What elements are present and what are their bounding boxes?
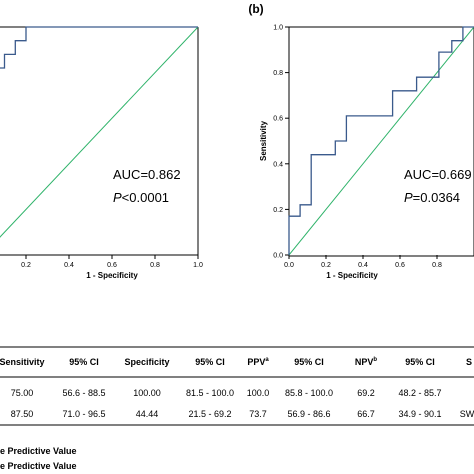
x-tick-label: 0.0	[284, 262, 294, 269]
cell: 73.7	[249, 409, 267, 419]
table-row: 75.00 56.6 - 88.5 100.00 81.5 - 100.0 10…	[0, 388, 474, 402]
footnote-npv: e Predictive Value	[0, 461, 77, 471]
axis-ticks: 0.0 0.2 0.4 0.6 0.8 0.0 0.2 0.4 0.6 0.8 1.0	[273, 25, 442, 270]
cell: 34.9 - 90.1	[398, 409, 442, 419]
header-sensitivity: Sensitivity	[0, 357, 45, 367]
y-tick-label: 0.2	[273, 207, 283, 214]
x-tick-label: 0.4	[358, 262, 368, 269]
cell: SW	[459, 409, 474, 419]
header-ppv: PPVa	[247, 357, 269, 367]
y-tick-label: 0.8	[273, 70, 283, 77]
plot-frame	[288, 26, 474, 257]
reference-line	[288, 26, 474, 256]
cell: 69.2	[357, 388, 375, 398]
y-axis-label: Sensitivity	[259, 120, 268, 161]
cell: 100.0	[246, 388, 270, 398]
x-axis-ticks: 0.2 0.4 0.6 0.8 1.0	[21, 255, 203, 269]
y-tick-label: 0.4	[273, 161, 283, 168]
x-axis-label: 1 - Specificity	[86, 271, 138, 280]
x-tick-label: 0.4	[64, 262, 74, 269]
cell: 56.9 - 86.6	[287, 409, 331, 419]
cell: 56.6 - 88.5	[62, 388, 106, 398]
header-ci-1: 95% CI	[69, 357, 99, 367]
table-header-row: Sensitivity 95% CI Specificity 95% CI PP…	[0, 357, 474, 371]
x-tick-label: 0.2	[321, 262, 331, 269]
cell: 85.8 - 100.0	[284, 388, 334, 398]
x-tick-label: 0.6	[395, 262, 405, 269]
x-tick-label: 0.8	[150, 262, 160, 269]
npv-superscript: b	[373, 357, 378, 363]
x-tick-label: 0.2	[21, 262, 31, 269]
x-axis-label: 1 - Specificity	[326, 271, 378, 280]
x-tick-label: 1.0	[193, 262, 203, 269]
x-tick-label: 0.6	[107, 262, 117, 269]
header-cut: S	[465, 357, 473, 367]
header-specificity: Specificity	[124, 357, 170, 367]
table-row: 87.50 71.0 - 96.5 44.44 21.5 - 69.2 73.7…	[0, 409, 474, 423]
x-tick-label: 0.8	[432, 262, 442, 269]
cell: 66.7	[357, 409, 375, 419]
roc-panel-b: 0.0 0.2 0.4 0.6 0.8 0.0 0.2 0.4 0.6 0.8 1.0 AUC=0.…	[259, 25, 474, 280]
p-value-label: P=0.0364	[404, 190, 460, 205]
y-tick-label: 0.0	[273, 253, 283, 260]
cell: 87.50	[10, 409, 34, 419]
header-ci-2: 95% CI	[195, 357, 225, 367]
header-ci-4: 95% CI	[405, 357, 435, 367]
footnote-ppv: e Predictive Value	[0, 446, 77, 456]
roc-curve	[288, 26, 474, 255]
cell: 100.00	[133, 388, 161, 398]
cell: 48.2 - 85.7	[398, 388, 442, 398]
cell: 71.0 - 96.5	[62, 409, 106, 419]
auc-label: AUC=0.669	[404, 167, 472, 182]
cell: 81.5 - 100.0	[185, 388, 235, 398]
reference-line	[0, 26, 199, 238]
header-npv: NPVb	[354, 357, 378, 367]
panel-b-label: (b)	[248, 2, 263, 16]
p-value-label: P<0.0001	[113, 190, 169, 205]
cell: 75.00	[10, 388, 34, 398]
cell: 44.44	[135, 409, 159, 419]
ppv-superscript: a	[265, 357, 269, 363]
y-tick-label: 0.6	[273, 116, 283, 123]
cell: 21.5 - 69.2	[188, 409, 232, 419]
auc-label: AUC=0.862	[113, 167, 181, 182]
y-tick-label: 1.0	[273, 25, 283, 32]
roc-curve	[0, 26, 198, 69]
header-ci-3: 95% CI	[294, 357, 324, 367]
roc-panel-a: 0.2 0.4 0.6 0.8 1.0 AUC=0.862 P<0.0001 1 - S…	[0, 26, 203, 280]
